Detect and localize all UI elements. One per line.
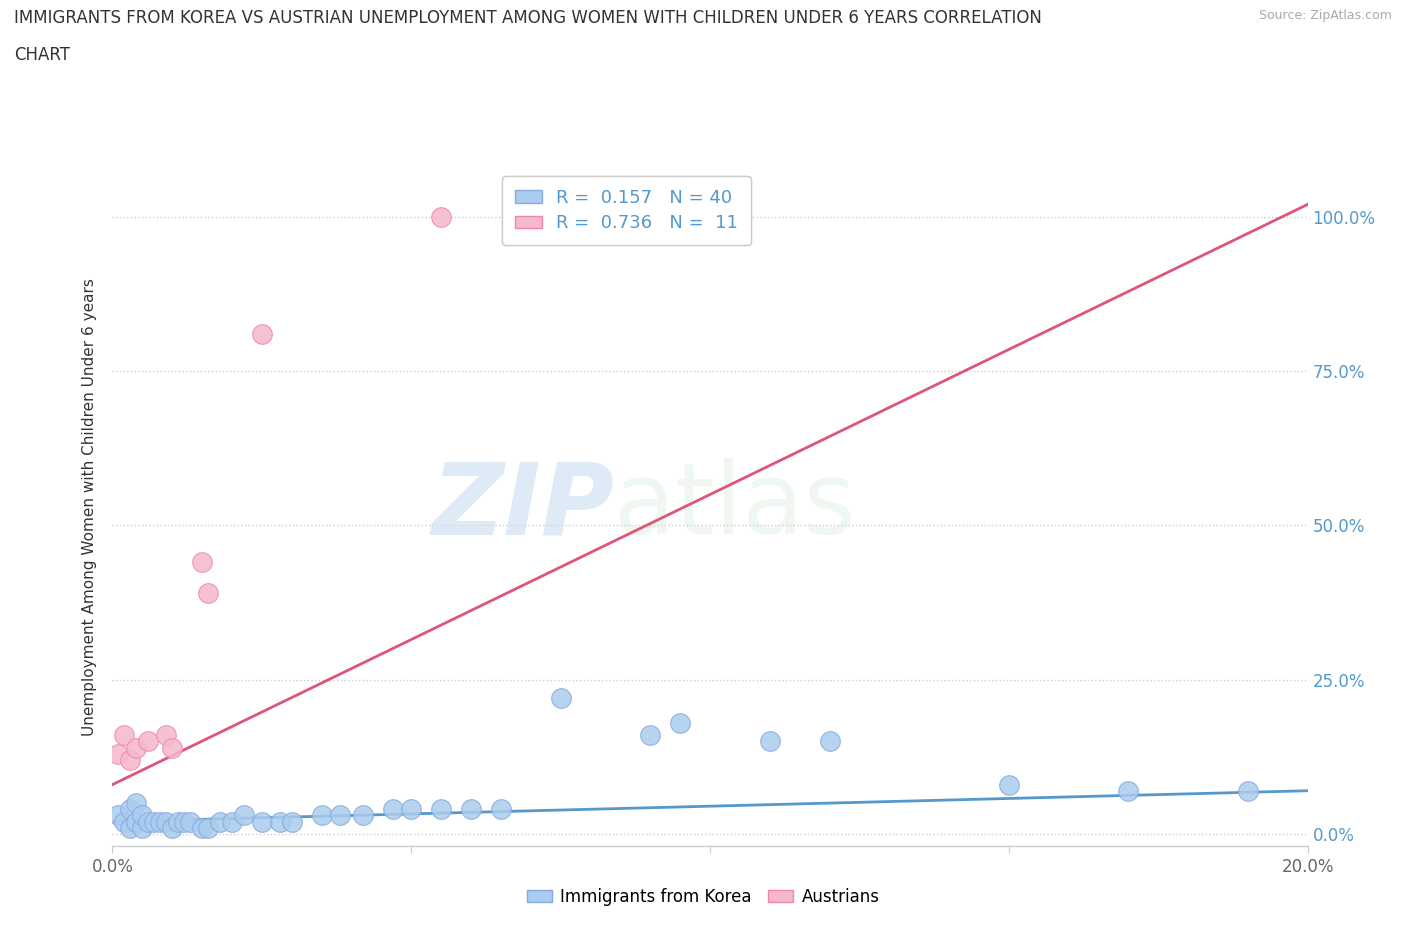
Y-axis label: Unemployment Among Women with Children Under 6 years: Unemployment Among Women with Children U… [82,278,97,736]
Point [382,802,405,817]
Point [155,814,177,829]
Point [638,728,662,743]
Point [998,777,1021,792]
Point [197,586,219,601]
Point [179,814,201,829]
Point [173,814,195,829]
Point [155,728,177,743]
Point [250,326,273,341]
Point [460,802,482,817]
Point [352,808,374,823]
Point [1237,783,1260,798]
Point [114,728,135,743]
Point [114,814,135,829]
Point [125,796,148,811]
Point [149,814,172,829]
Point [550,691,572,706]
Point [162,820,183,835]
Point [120,802,142,817]
Point [125,814,148,829]
Text: IMMIGRANTS FROM KOREA VS AUSTRIAN UNEMPLOYMENT AMONG WOMEN WITH CHILDREN UNDER 6: IMMIGRANTS FROM KOREA VS AUSTRIAN UNEMPL… [14,9,1042,27]
Point [143,814,166,829]
Point [281,814,304,829]
Point [328,808,352,823]
Point [197,820,219,835]
Point [669,715,692,730]
Point [221,814,243,829]
Text: CHART: CHART [14,46,70,64]
Point [208,814,231,829]
Point [269,814,291,829]
Point [107,808,129,823]
Point [167,814,190,829]
Point [489,802,512,817]
Point [250,814,273,829]
Text: Source: ZipAtlas.com: Source: ZipAtlas.com [1258,9,1392,22]
Point [131,820,153,835]
Point [191,820,214,835]
Point [162,740,183,755]
Text: ZIP: ZIP [432,458,614,555]
Point [138,814,160,829]
Point [818,734,841,749]
Legend: Immigrants from Korea, Austrians: Immigrants from Korea, Austrians [520,881,886,912]
Point [232,808,256,823]
Point [430,802,453,817]
Legend: R =  0.157   N = 40, R =  0.736   N =  11: R = 0.157 N = 40, R = 0.736 N = 11 [502,177,751,245]
Text: atlas: atlas [614,458,856,555]
Point [131,808,153,823]
Point [120,820,142,835]
Point [125,740,148,755]
Point [401,802,423,817]
Point [191,555,214,570]
Point [430,209,453,224]
Point [107,746,129,761]
Point [311,808,333,823]
Point [1118,783,1140,798]
Point [120,752,142,767]
Point [138,734,160,749]
Point [759,734,782,749]
